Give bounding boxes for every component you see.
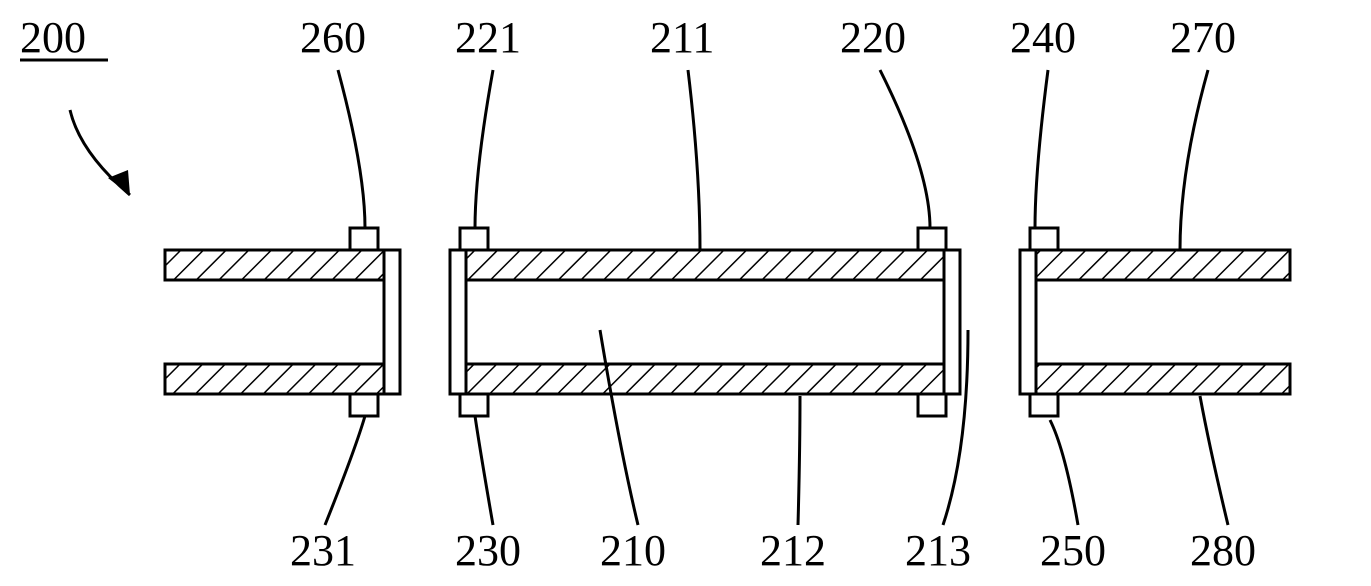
leader-220 bbox=[880, 70, 930, 228]
lug-4 bbox=[918, 228, 946, 250]
ref-label-250: 250 bbox=[1040, 526, 1106, 575]
leader-280 bbox=[1200, 396, 1228, 525]
lug-1 bbox=[350, 394, 378, 416]
mid-top-wall bbox=[466, 250, 944, 280]
mid-flange-left bbox=[450, 250, 466, 394]
leader-lines bbox=[70, 70, 1228, 525]
leader-250 bbox=[1050, 420, 1078, 525]
right-top-wall bbox=[1036, 250, 1290, 280]
right-bottom-wall bbox=[1036, 364, 1290, 394]
ref-label-230: 230 bbox=[455, 526, 521, 575]
lug-7 bbox=[1030, 394, 1058, 416]
lug-0 bbox=[350, 228, 378, 250]
ref-label-260: 260 bbox=[300, 13, 366, 62]
leader-231 bbox=[325, 416, 365, 525]
ref-label-220: 220 bbox=[840, 13, 906, 62]
ref-label-240: 240 bbox=[1010, 13, 1076, 62]
leader-211 bbox=[688, 70, 700, 250]
patent-figure: 200 260 221 211 220 240 270 231 230 210 212 213 250 2… bbox=[0, 0, 1371, 586]
leader-270 bbox=[1180, 70, 1208, 250]
left-flange bbox=[384, 250, 400, 394]
leader-260 bbox=[338, 70, 365, 228]
figure-number: 200 bbox=[20, 13, 86, 62]
leader-212 bbox=[798, 396, 800, 525]
ref-label-213: 213 bbox=[905, 526, 971, 575]
ref-label-221: 221 bbox=[455, 13, 521, 62]
leader-240 bbox=[1035, 70, 1048, 228]
mid-bottom-wall bbox=[466, 364, 944, 394]
ref-label-211: 211 bbox=[650, 13, 714, 62]
ref-label-231: 231 bbox=[290, 526, 356, 575]
drawing-group bbox=[165, 228, 1290, 416]
lug-6 bbox=[1030, 228, 1058, 250]
ref-label-280: 280 bbox=[1190, 526, 1256, 575]
leader-210 bbox=[600, 330, 638, 525]
left-top-wall bbox=[165, 250, 384, 280]
mid-flange-right bbox=[944, 250, 960, 394]
left-bottom-wall bbox=[165, 364, 384, 394]
lug-3 bbox=[460, 394, 488, 416]
figure-arrow-head bbox=[108, 170, 130, 195]
right-flange bbox=[1020, 250, 1036, 394]
leader-230 bbox=[475, 416, 493, 525]
ref-label-270: 270 bbox=[1170, 13, 1236, 62]
ref-label-210: 210 bbox=[600, 526, 666, 575]
ref-label-212: 212 bbox=[760, 526, 826, 575]
lug-2 bbox=[460, 228, 488, 250]
leader-221 bbox=[475, 70, 493, 228]
lug-5 bbox=[918, 394, 946, 416]
